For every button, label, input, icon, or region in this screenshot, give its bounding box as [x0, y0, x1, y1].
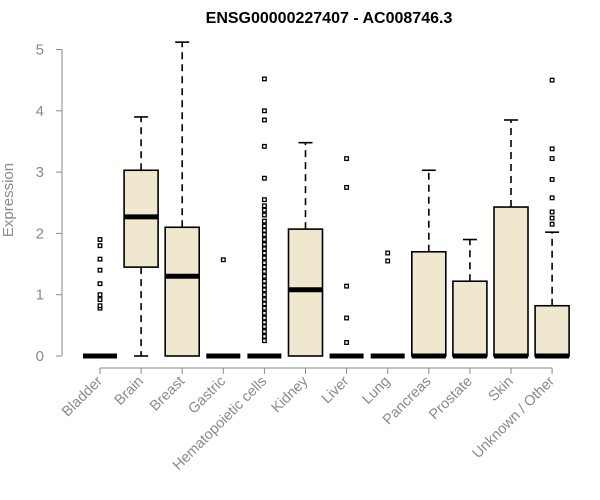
outlier-point [261, 203, 267, 209]
x-tick-label: Kidney [269, 373, 312, 416]
box-group [206, 257, 241, 359]
outlier-point [261, 315, 267, 321]
box-iqr [410, 250, 447, 357]
outlier-point [549, 221, 555, 227]
outlier-point [261, 301, 267, 307]
outlier-point [549, 156, 555, 162]
outlier-point [97, 303, 103, 309]
outlier-point [549, 215, 555, 221]
outlier-point [344, 184, 350, 190]
outlier-point [261, 175, 267, 181]
outlier-point [549, 177, 555, 182]
outlier-point [549, 195, 555, 201]
box-group [287, 141, 324, 357]
box-group [534, 77, 570, 359]
box-group [410, 169, 447, 359]
outlier-point [261, 241, 267, 247]
box-iqr [164, 226, 200, 357]
outlier-point [344, 156, 350, 162]
outlier-point [344, 340, 350, 345]
x-tick-label: Lung [359, 374, 393, 408]
outlier-point [261, 76, 267, 82]
y-axis: 0 1 2 3 4 5 [36, 42, 63, 365]
outlier-point [261, 338, 267, 344]
outlier-point [261, 305, 267, 311]
outlier-point [261, 287, 267, 293]
outlier-point [261, 218, 267, 224]
outlier-point [385, 250, 391, 256]
outlier-point [261, 227, 267, 233]
y-tick-label: 3 [36, 164, 44, 181]
outlier-point [97, 292, 103, 298]
outlier-point [261, 212, 267, 218]
box-iqr [534, 304, 570, 357]
outlier-point [549, 209, 555, 215]
outlier-point [261, 319, 267, 325]
outlier-point [344, 283, 350, 289]
y-axis-label: Expression [0, 163, 17, 237]
outlier-point [261, 143, 267, 149]
x-tick-label: Skin [486, 374, 517, 405]
outlier-point [261, 283, 267, 288]
outlier-point [261, 278, 267, 284]
box-group [123, 116, 159, 357]
outlier-point [261, 250, 267, 256]
y-tick-label: 4 [36, 103, 44, 120]
outlier-point [261, 207, 267, 213]
box-iqr [493, 206, 529, 357]
outlier-point [261, 232, 267, 238]
outlier-point [549, 146, 555, 152]
outlier-point [97, 297, 103, 303]
outlier-point [344, 315, 350, 321]
outlier-point [261, 237, 267, 242]
outlier-point [549, 77, 555, 83]
box-iqr [452, 280, 488, 357]
box-group [452, 238, 488, 359]
plot-area [83, 41, 570, 359]
y-tick-label: 5 [36, 42, 44, 59]
outlier-point [97, 281, 103, 287]
box-group [329, 156, 364, 359]
outlier-point [261, 329, 267, 334]
outlier-point [261, 273, 267, 279]
chart-title: ENSG00000227407 - AC008746.3 [206, 10, 453, 27]
outlier-point [97, 256, 103, 262]
outlier-point [261, 297, 267, 303]
outlier-point [97, 237, 103, 242]
box-group [247, 76, 282, 359]
outlier-point [261, 260, 267, 266]
x-tick-label: Breast [147, 374, 188, 415]
y-tick-label: 0 [36, 348, 44, 365]
box-iqr [287, 228, 324, 357]
outlier-point [97, 243, 103, 249]
x-tick-label: Prostate [426, 374, 475, 423]
outlier-point [261, 292, 267, 298]
outlier-point [261, 310, 267, 316]
outlier-point [261, 324, 267, 330]
outlier-point [385, 258, 391, 264]
outlier-point [261, 268, 267, 274]
x-tick-label: Brain [112, 374, 147, 409]
outlier-point [261, 117, 267, 123]
box-group [370, 250, 405, 359]
x-tick-label: Liver [319, 373, 353, 407]
outlier-point [97, 267, 103, 273]
box-group [164, 41, 200, 357]
outlier-point [261, 264, 267, 270]
x-tick-label: Bladder [59, 373, 106, 420]
outlier-point [261, 333, 267, 339]
y-tick-label: 1 [36, 287, 44, 304]
outlier-point [261, 108, 267, 114]
outlier-point [261, 255, 267, 261]
outlier-point [261, 223, 267, 229]
outlier-point [261, 246, 267, 252]
box-group [493, 119, 529, 359]
outlier-point [220, 257, 226, 263]
box-group [83, 237, 117, 359]
y-tick-label: 2 [36, 225, 44, 242]
outlier-point [261, 197, 267, 203]
